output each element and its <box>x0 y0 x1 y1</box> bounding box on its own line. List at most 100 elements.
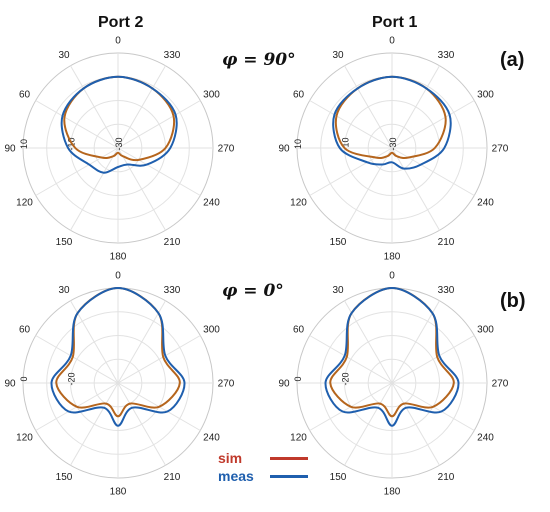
row-label-phi90: φ = 90° <box>222 50 296 70</box>
legend-label-meas: meas <box>218 468 254 484</box>
grid-spoke <box>35 100 119 149</box>
angle-tick-label: 240 <box>477 433 494 444</box>
radial-tick-label: 10 <box>19 139 29 149</box>
angle-tick-label: 0 <box>389 271 395 282</box>
grid-spoke <box>35 335 119 384</box>
grid-spoke <box>117 300 166 384</box>
grid-spoke <box>309 100 393 149</box>
radial-tick-label: -30 <box>388 137 398 150</box>
radial-tick-label: 10 <box>293 139 303 149</box>
grid-spoke <box>391 147 475 196</box>
angle-tick-label: 300 <box>203 90 220 101</box>
radial-tick-label: 0 <box>19 376 29 381</box>
angle-tick-label: 0 <box>115 36 121 47</box>
grid-spoke <box>391 100 475 149</box>
angle-tick-label: 180 <box>110 252 127 263</box>
angle-tick-label: 60 <box>19 90 31 101</box>
angle-tick-label: 240 <box>477 198 494 209</box>
panel-tag-a: (a) <box>500 49 525 71</box>
row-label-phi0: φ = 0° <box>222 281 284 301</box>
angle-tick-label: 150 <box>56 237 73 248</box>
angle-tick-label: 180 <box>110 487 127 498</box>
grid-spoke <box>70 300 119 384</box>
angle-tick-label: 270 <box>218 379 235 390</box>
series-line-meas <box>60 75 178 174</box>
angle-tick-label: 60 <box>293 90 305 101</box>
series-line-meas <box>332 75 452 170</box>
angle-tick-label: 150 <box>56 472 73 483</box>
angle-tick-label: 120 <box>290 433 307 444</box>
grid-spoke <box>344 65 393 149</box>
angle-tick-label: 30 <box>58 50 70 61</box>
angle-tick-label: 210 <box>164 237 181 248</box>
angle-tick-label: 300 <box>203 325 220 336</box>
polar-plot-port1-phi90: 0 330 300 270 240 210 180 150 120 90 60 30 10 -10 -30 <box>278 36 508 263</box>
angle-tick-label: 330 <box>438 285 455 296</box>
legend-swatch-meas <box>270 474 308 478</box>
grid-spoke <box>309 147 393 196</box>
angle-tick-label: 180 <box>384 487 401 498</box>
series-line-meas <box>50 287 186 427</box>
angle-tick-label: 120 <box>16 433 33 444</box>
angle-tick-label: 30 <box>332 285 344 296</box>
radial-tick-label: -30 <box>114 137 124 150</box>
legend-label-sim: sim <box>218 450 243 466</box>
angle-tick-label: 240 <box>203 433 220 444</box>
grid-spoke <box>35 147 119 196</box>
angle-tick-label: 210 <box>438 237 455 248</box>
series-line-sim <box>329 287 455 418</box>
angle-tick-label: 330 <box>164 285 181 296</box>
legend-item-meas: meas <box>218 467 308 485</box>
grid-spoke <box>391 382 440 466</box>
angle-tick-label: 90 <box>278 379 290 390</box>
radial-tick-label: -20 <box>67 372 77 385</box>
angle-tick-label: 30 <box>58 285 70 296</box>
angle-tick-label: 300 <box>477 325 494 336</box>
radial-tick-label: -20 <box>341 372 351 385</box>
series-line-sim <box>334 75 447 159</box>
angle-tick-label: 180 <box>384 252 401 263</box>
column-title-port1: Port 1 <box>372 14 418 31</box>
angle-tick-label: 210 <box>164 472 181 483</box>
grid-spoke <box>117 335 201 384</box>
angle-tick-label: 300 <box>477 90 494 101</box>
legend: sim meas <box>218 449 308 485</box>
angle-tick-label: 270 <box>218 144 235 155</box>
grid-spoke <box>70 382 119 466</box>
radial-tick-label: 0 <box>293 376 303 381</box>
grid-spoke <box>117 65 166 149</box>
angle-tick-label: 60 <box>19 325 31 336</box>
angle-tick-label: 330 <box>438 50 455 61</box>
angle-tick-label: 150 <box>330 472 347 483</box>
angle-tick-label: 120 <box>16 198 33 209</box>
grid-spoke <box>117 147 166 231</box>
angle-tick-label: 0 <box>389 36 395 47</box>
angle-tick-label: 0 <box>115 271 121 282</box>
series-line-sim <box>55 287 181 418</box>
angle-tick-label: 150 <box>330 237 347 248</box>
angle-tick-label: 270 <box>492 144 509 155</box>
legend-swatch-sim <box>270 456 308 460</box>
angle-tick-label: 330 <box>164 50 181 61</box>
grid-spoke <box>117 147 201 196</box>
angle-tick-label: 30 <box>332 50 344 61</box>
grid-spoke <box>309 335 393 384</box>
angle-tick-label: 90 <box>4 144 16 155</box>
angle-tick-label: 240 <box>203 198 220 209</box>
panel-tag-b: (b) <box>500 290 526 312</box>
grid-spoke <box>344 147 393 231</box>
grid-spoke <box>117 382 166 466</box>
column-title-port2: Port 2 <box>98 14 144 31</box>
angle-tick-label: 60 <box>293 325 305 336</box>
angle-tick-label: 90 <box>278 144 290 155</box>
grid-spoke <box>391 300 440 384</box>
grid-spoke <box>70 147 119 231</box>
angle-tick-label: 120 <box>290 198 307 209</box>
grid-spoke <box>391 147 440 231</box>
grid-spoke <box>391 335 475 384</box>
grid-spoke <box>344 300 393 384</box>
